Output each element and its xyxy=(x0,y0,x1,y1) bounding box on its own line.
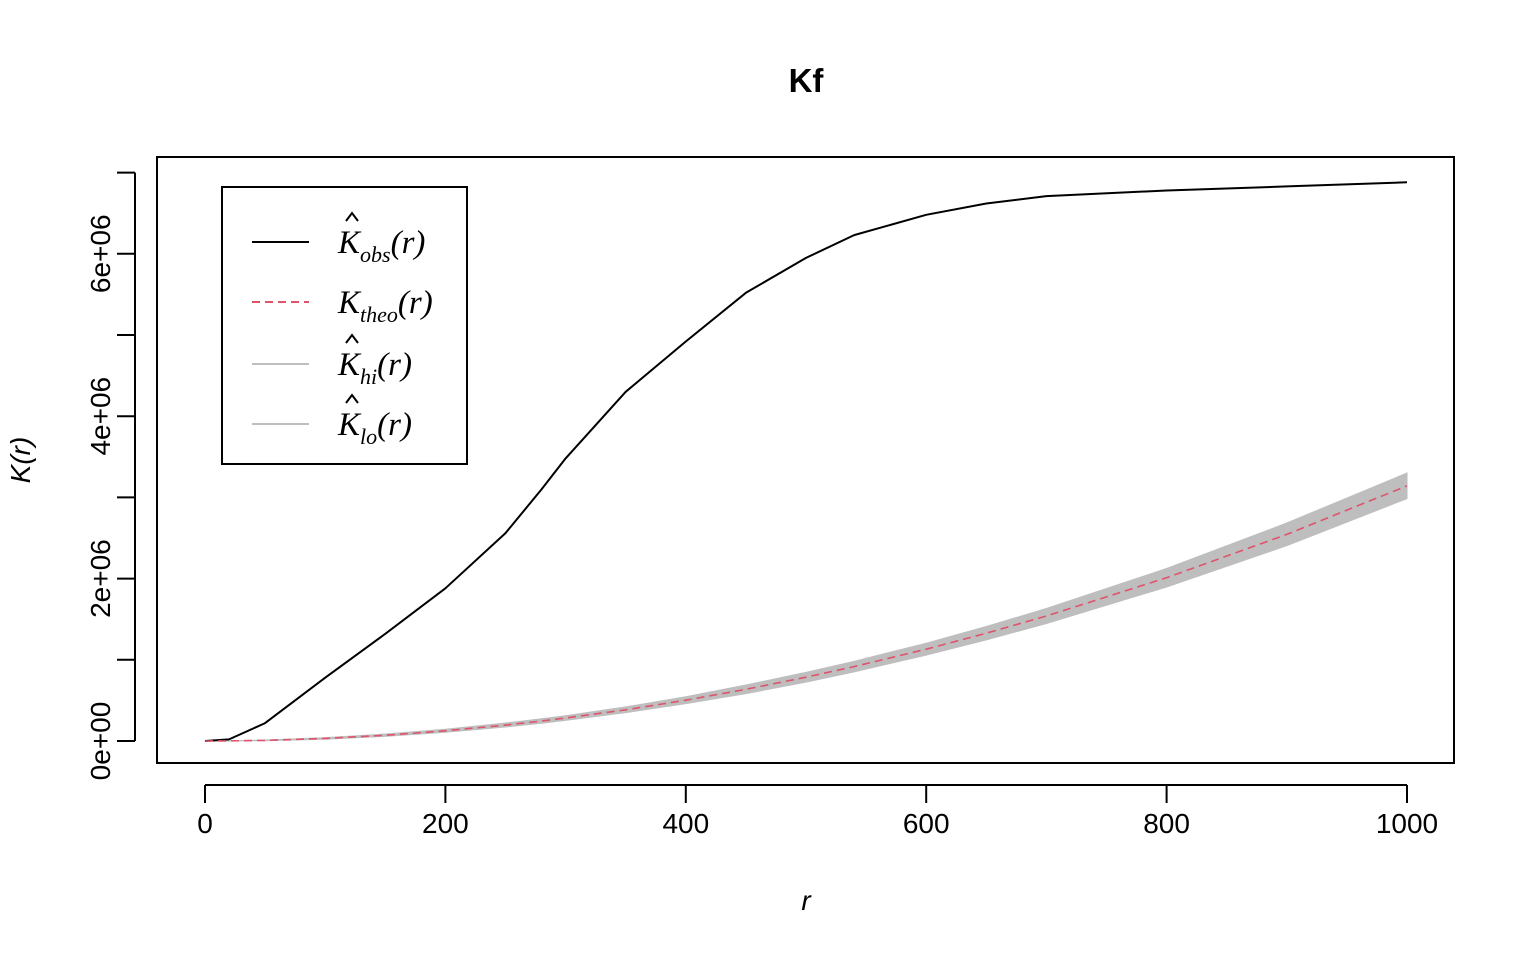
hat-icon xyxy=(345,393,359,404)
legend-item-theo: Ktheo(r) xyxy=(252,285,433,327)
envelope-band xyxy=(204,472,1408,742)
legend-label: Klo(r) xyxy=(337,407,412,449)
legend-box xyxy=(221,186,468,465)
legend: Kobs(r) Ktheo(r) Khi(r) Klo(r) xyxy=(252,211,433,449)
x-tick-label: 0 xyxy=(197,808,213,839)
legend-item-hi: Khi(r) xyxy=(252,333,412,389)
legend-item-lo: Klo(r) xyxy=(252,393,412,449)
y-axis: 0e+00 2e+06 4e+06 6e+06 xyxy=(85,171,136,781)
chart-title: Kf xyxy=(789,62,825,99)
y-axis-label: K(r) xyxy=(5,437,36,484)
legend-item-obs: Kobs(r) xyxy=(252,211,425,267)
series-line-theo xyxy=(204,485,1408,742)
legend-label: Ktheo(r) xyxy=(337,285,433,327)
legend-label: Kobs(r) xyxy=(337,225,425,267)
x-tick-label: 200 xyxy=(422,808,469,839)
x-axis-label: r xyxy=(801,885,812,916)
x-tick-label: 1000 xyxy=(1376,808,1438,839)
x-tick-label: 600 xyxy=(903,808,950,839)
y-tick-label: 0e+00 xyxy=(85,702,116,781)
plot-frame xyxy=(156,156,1455,764)
y-tick-label: 6e+06 xyxy=(85,214,116,293)
hat-icon xyxy=(345,211,359,222)
x-tick-label: 400 xyxy=(662,808,709,839)
series-line-obs xyxy=(204,181,1408,742)
x-axis: 0 200 400 600 800 1000 xyxy=(197,784,1438,839)
legend-label: Khi(r) xyxy=(337,347,412,389)
hat-icon xyxy=(345,333,359,344)
x-tick-label: 800 xyxy=(1143,808,1190,839)
y-tick-label: 4e+06 xyxy=(85,377,116,456)
y-tick-label: 2e+06 xyxy=(85,539,116,618)
